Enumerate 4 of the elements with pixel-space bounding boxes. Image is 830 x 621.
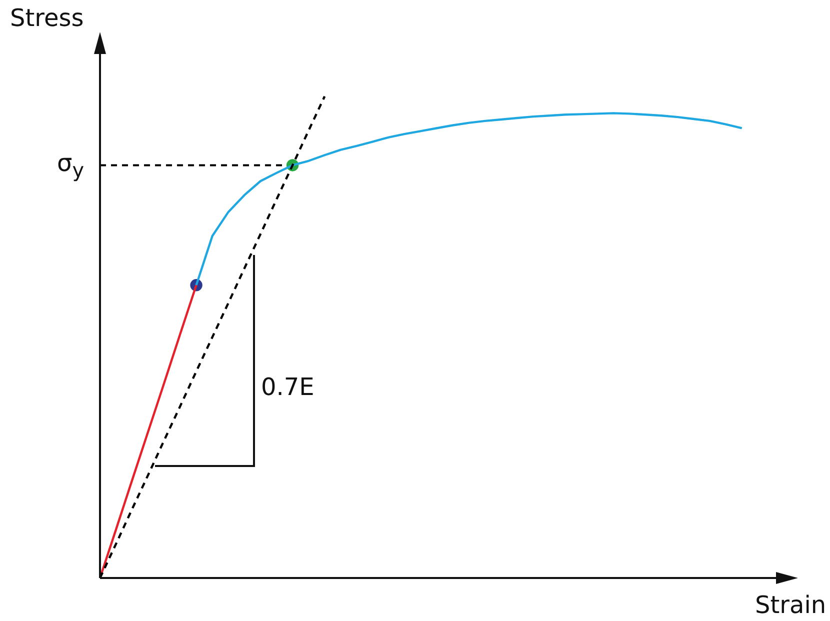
x-axis-title: Strain <box>755 591 826 619</box>
annotation: 0.7E <box>261 373 314 401</box>
y-axis-title: Stress <box>10 4 84 32</box>
ref-line-label: σ$_{y}$ <box>57 148 84 182</box>
